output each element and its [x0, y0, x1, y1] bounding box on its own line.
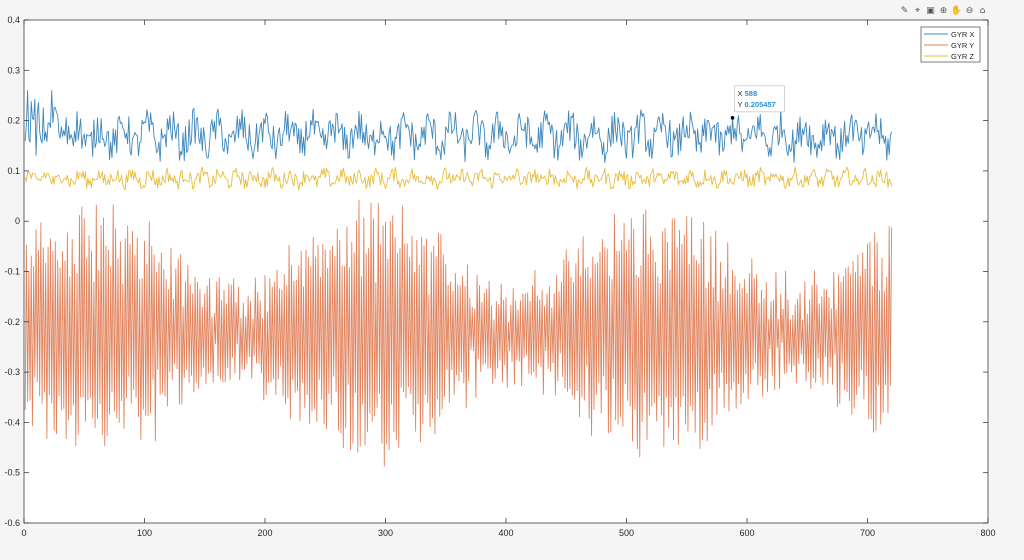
x-tick-label: 700 [860, 528, 875, 538]
legend[interactable]: GYR X GYR Y GYR Z [920, 26, 981, 63]
legend-label: GYR X [951, 30, 974, 39]
datatip-x-row: X 588 [738, 89, 758, 98]
y-tick-label: -0.1 [4, 267, 20, 277]
brush-icon[interactable]: ✎ [900, 5, 909, 16]
y-tick-label: -0.3 [4, 367, 20, 377]
x-tick-label: 400 [498, 528, 513, 538]
axes-toolbar: ✎ ⌖ ▣ ⊕ ✋ ⊖ ⌂ [899, 5, 988, 16]
y-tick-label: 0.1 [7, 166, 20, 176]
datatip-box [734, 85, 785, 113]
x-tick-label: 0 [21, 528, 26, 538]
data-cursor-icon[interactable]: ⌖ [914, 5, 921, 16]
save-icon[interactable]: ▣ [926, 5, 935, 16]
y-tick-label: -0.6 [4, 518, 20, 528]
zoom-out-icon[interactable]: ⊖ [965, 5, 974, 16]
plot-area[interactable] [24, 20, 988, 523]
pan-icon[interactable]: ✋ [950, 5, 963, 16]
y-tick-label: -0.5 [4, 468, 20, 478]
series-line-gyr-x[interactable] [24, 90, 893, 164]
y-tick-label: -0.4 [4, 417, 20, 427]
home-icon[interactable]: ⌂ [979, 5, 986, 16]
series-line-gyr-z[interactable] [24, 166, 893, 191]
y-tick-label: 0 [15, 216, 20, 226]
x-tick-label: 200 [257, 528, 272, 538]
x-tick-label: 500 [619, 528, 634, 538]
y-tick-label: 0.4 [7, 15, 20, 25]
legend-label: GYR Y [951, 41, 974, 50]
x-tick-label: 600 [739, 528, 754, 538]
y-tick-label: -0.2 [4, 317, 20, 327]
x-tick-label: 800 [980, 528, 995, 538]
datatip[interactable]: X 588 Y 0.205457 [730, 85, 785, 120]
x-tick-label: 100 [137, 528, 152, 538]
datatip-y-row: Y 0.205457 [738, 100, 776, 109]
datatip-marker [730, 116, 735, 120]
x-tick-label: 300 [378, 528, 393, 538]
y-tick-label: 0.2 [7, 116, 20, 126]
legend-label: GYR Z [951, 52, 974, 61]
series-line-gyr-y[interactable] [24, 199, 893, 467]
y-tick-label: 0.3 [7, 65, 20, 75]
zoom-in-icon[interactable]: ⊕ [939, 5, 948, 16]
